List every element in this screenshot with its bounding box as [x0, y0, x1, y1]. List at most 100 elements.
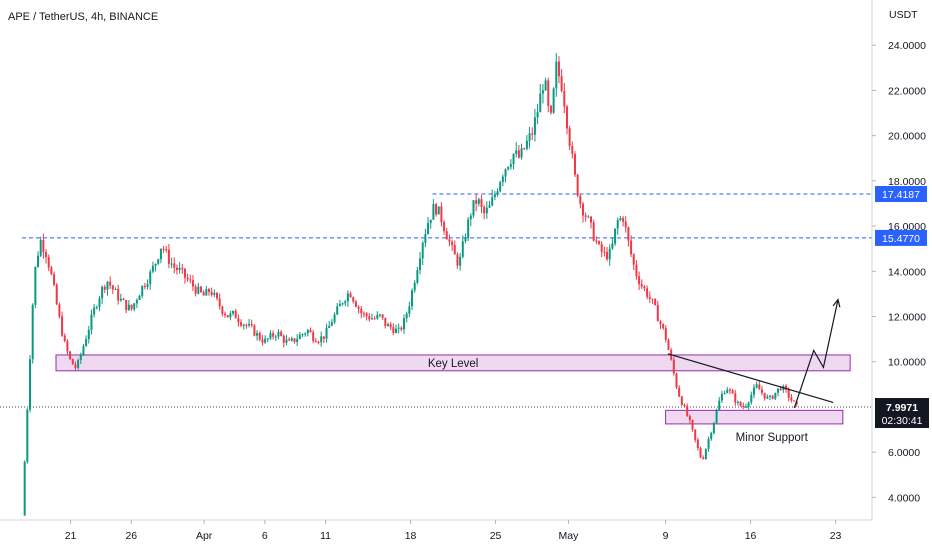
y-tick-label: 24.0000: [888, 40, 926, 52]
candle-body: [723, 393, 726, 395]
candle-body: [250, 323, 253, 326]
candle-body: [541, 90, 544, 94]
candle-body: [53, 274, 56, 285]
candle-body: [614, 228, 617, 244]
candle-body: [667, 339, 670, 350]
candle-body: [58, 304, 61, 317]
candle-body: [472, 200, 475, 216]
candle-body: [720, 393, 723, 401]
candle-body: [702, 457, 705, 459]
candle-body: [432, 204, 435, 220]
descending-trendline: [667, 353, 834, 404]
y-tick-label: 6.0000: [888, 447, 920, 459]
candle-body: [691, 419, 694, 430]
candle-body: [237, 318, 240, 323]
candle-body: [769, 395, 771, 397]
candle-body: [293, 338, 296, 342]
candle-body: [416, 270, 419, 283]
candle-body: [240, 322, 243, 326]
y-tick-label: 20.0000: [888, 131, 926, 143]
key-level-label: Key Level: [428, 358, 479, 370]
candle-body: [47, 257, 50, 268]
candle-body: [191, 280, 194, 287]
candle-body: [496, 191, 499, 195]
y-tick-label: 12.0000: [888, 312, 926, 324]
candle-body: [469, 215, 472, 220]
candle-body: [226, 315, 229, 318]
candle-body: [731, 390, 734, 394]
candle-body: [122, 298, 125, 301]
candle-body: [582, 203, 584, 216]
candles-layer: [23, 53, 798, 516]
candle-body: [774, 392, 777, 399]
candle-body: [622, 218, 625, 222]
candle-body: [523, 148, 526, 150]
candle-body: [603, 251, 606, 253]
candle-body: [320, 336, 323, 343]
time-axis: 21 26 Apr 6 11 18 25 May 9 16 23: [65, 520, 842, 542]
candle-body: [186, 277, 189, 280]
candle-body: [568, 128, 571, 147]
candle-body: [218, 298, 221, 307]
candle-body: [77, 360, 80, 368]
candle-body: [624, 221, 627, 228]
candle-body: [269, 333, 272, 339]
candle-body: [699, 448, 702, 458]
candle-body: [272, 333, 275, 337]
candle-body: [571, 146, 574, 155]
candle-body: [419, 258, 422, 271]
candle-body: [266, 338, 269, 340]
candle-body: [437, 206, 440, 215]
candle-body: [258, 332, 261, 340]
candle-body: [453, 245, 456, 255]
candle-body: [544, 80, 547, 91]
candle-body: [386, 324, 389, 327]
candle-body: [688, 415, 691, 420]
candle-body: [771, 395, 774, 399]
candle-body: [125, 300, 128, 311]
drawings-layer: [667, 298, 841, 409]
candle-body: [517, 150, 520, 158]
candle-body: [395, 328, 397, 333]
x-tick-label: 26: [125, 530, 137, 542]
candle-body: [459, 256, 462, 266]
candle-body: [384, 317, 387, 327]
candle-body: [109, 281, 112, 286]
candle-body: [197, 286, 200, 294]
candle-body: [173, 263, 176, 268]
candle-body: [117, 288, 120, 301]
chart-title: APE / TetherUS, 4h, BINANCE: [8, 11, 158, 23]
candle-body: [213, 292, 216, 295]
candle-body: [734, 393, 737, 403]
candle-body: [111, 285, 114, 290]
candle-body: [648, 296, 651, 299]
candle-body: [282, 335, 285, 343]
x-tick-label: 6: [262, 530, 268, 542]
candle-body: [194, 286, 197, 294]
bar-countdown: 02:30:41: [882, 415, 923, 427]
candle-body: [427, 223, 430, 234]
x-tick-label: 16: [745, 530, 757, 542]
candle-body: [630, 240, 633, 255]
candle-body: [205, 289, 208, 296]
candle-body: [573, 154, 576, 175]
candle-body: [736, 401, 739, 403]
candle-body: [181, 267, 184, 269]
x-tick-label: May: [559, 530, 580, 542]
candle-body: [346, 293, 349, 302]
candle-body: [285, 339, 288, 343]
candle-body: [90, 314, 93, 330]
candle-body: [143, 285, 146, 287]
candle-body: [288, 339, 291, 341]
candle-body: [373, 318, 376, 320]
y-tick-label: 14.0000: [888, 266, 926, 278]
levels-layer: [0, 193, 872, 408]
level-price-tag-label: 15.4770: [882, 233, 920, 245]
candle-body: [274, 336, 277, 338]
candle-body: [127, 304, 130, 311]
candle-body: [400, 327, 403, 330]
candle-body: [280, 331, 283, 336]
candle-body: [290, 338, 293, 341]
candle-body: [755, 384, 758, 388]
candle-body: [63, 335, 66, 342]
